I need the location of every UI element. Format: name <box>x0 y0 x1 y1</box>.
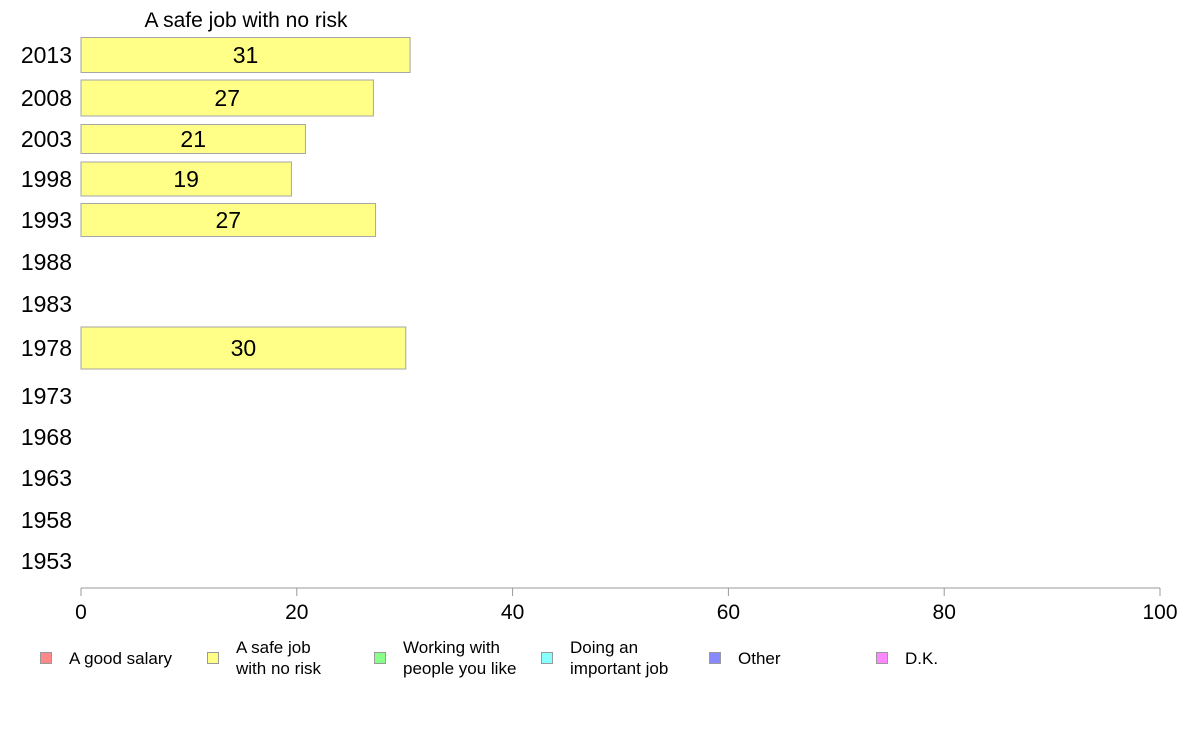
bar-1998 <box>80 161 292 197</box>
y-tick-label: 2013 <box>21 42 72 68</box>
legend-item-good-salary: A good salary <box>40 634 172 682</box>
legend-swatch-safe-job <box>207 652 219 664</box>
y-tick-label: 1958 <box>21 507 72 533</box>
bar-value-label: 27 <box>215 207 241 233</box>
bar-value-label: 19 <box>173 166 199 192</box>
legend-item-other: Other <box>709 634 781 682</box>
bar-2008 <box>80 79 374 117</box>
bar-2013 <box>80 37 411 73</box>
legend: A good salary A safe job with no risk Wo… <box>0 634 1188 694</box>
bar-value-label: 30 <box>231 335 257 361</box>
legend-item-safe-job: A safe job with no risk <box>207 634 321 682</box>
y-tick-label: 1963 <box>21 465 72 491</box>
legend-swatch-good-salary <box>40 652 52 664</box>
y-tick-label: 1978 <box>21 335 72 361</box>
chart-title: A safe job with no risk <box>144 9 348 32</box>
legend-item-dk: D.K. <box>876 634 938 682</box>
x-tick-label: 100 <box>1142 601 1177 624</box>
legend-item-working-with-people: Working with people you like <box>374 634 516 682</box>
y-tick-label: 1988 <box>21 249 72 275</box>
bar-value-label: 31 <box>233 42 259 68</box>
legend-label-important-job: Doing an important job <box>570 638 669 678</box>
legend-label-safe-job: A safe job with no risk <box>236 638 322 678</box>
bar-1993 <box>80 203 377 237</box>
x-tick-label: 20 <box>285 601 308 624</box>
y-tick-label: 1953 <box>21 548 72 574</box>
x-tick-label: 40 <box>501 601 524 624</box>
legend-swatch-other <box>709 652 721 664</box>
y-tick-label: 2008 <box>21 85 72 111</box>
x-tick-label: 80 <box>933 601 956 624</box>
x-tick-label: 60 <box>717 601 740 624</box>
legend-label-other: Other <box>738 648 781 668</box>
legend-label-dk: D.K. <box>905 648 939 668</box>
legend-swatch-important-job <box>541 652 553 664</box>
x-tick-label: 0 <box>75 601 87 624</box>
y-tick-label: 1968 <box>21 424 72 450</box>
y-tick-label: 1993 <box>21 207 72 233</box>
bar-value-label: 27 <box>214 85 240 111</box>
y-tick-label: 2003 <box>21 126 72 152</box>
bar-2003 <box>80 124 306 154</box>
legend-label-good-salary: A good salary <box>69 648 173 668</box>
y-tick-label: 1973 <box>21 383 72 409</box>
legend-swatch-dk <box>876 652 888 664</box>
legend-item-important-job: Doing an important job <box>541 634 668 682</box>
y-tick-label: 1983 <box>21 291 72 317</box>
legend-swatch-working-with-people <box>374 652 386 664</box>
bar-value-label: 21 <box>180 126 206 152</box>
bar-1978 <box>80 326 407 370</box>
legend-label-working-with-people: Working with people you like <box>403 638 517 678</box>
y-tick-label: 1998 <box>21 166 72 192</box>
